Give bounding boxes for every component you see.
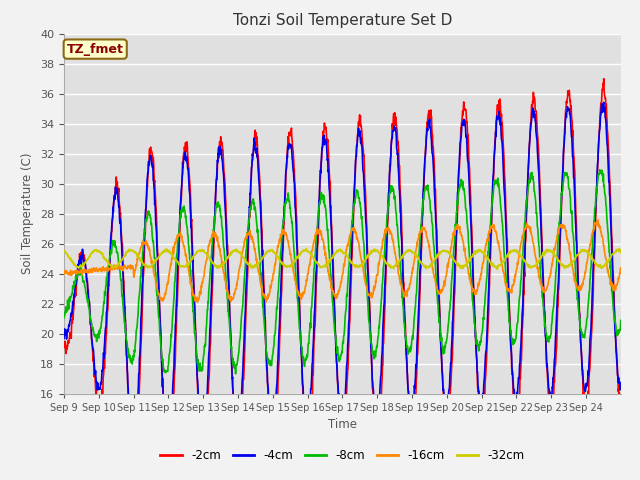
Legend: -2cm, -4cm, -8cm, -16cm, -32cm: -2cm, -4cm, -8cm, -16cm, -32cm: [156, 444, 529, 467]
Title: Tonzi Soil Temperature Set D: Tonzi Soil Temperature Set D: [233, 13, 452, 28]
Text: TZ_fmet: TZ_fmet: [67, 43, 124, 56]
X-axis label: Time: Time: [328, 418, 357, 431]
Y-axis label: Soil Temperature (C): Soil Temperature (C): [22, 153, 35, 275]
